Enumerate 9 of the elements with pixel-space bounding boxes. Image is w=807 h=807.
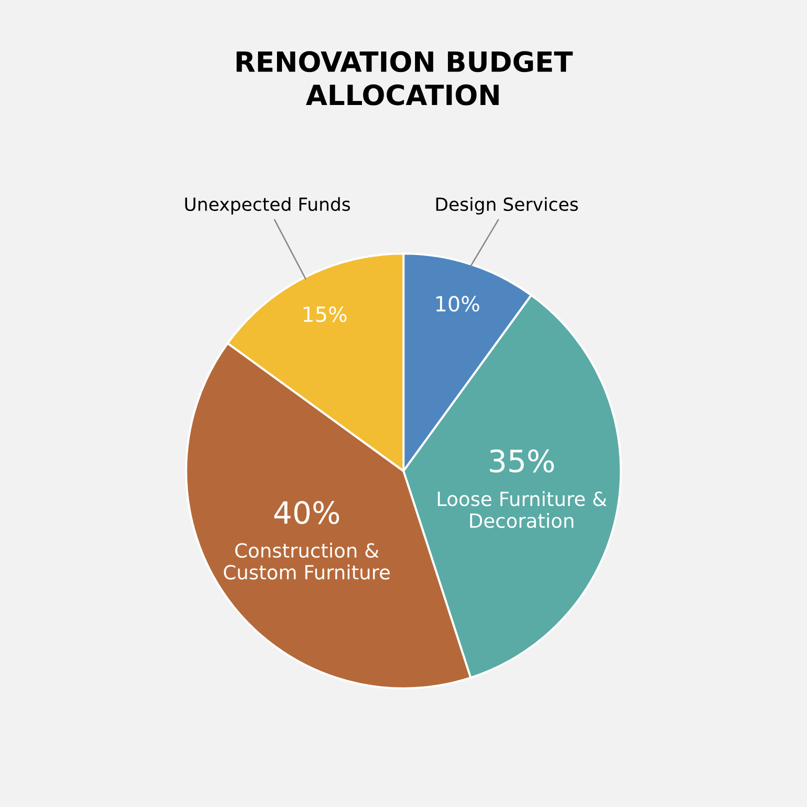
data-label: 10%: [436, 296, 480, 312]
slice-label: Unexpected Funds: [185, 197, 350, 215]
data-label: 35%: [490, 449, 554, 473]
data-label: 15%: [304, 306, 347, 322]
data-label: 40%: [274, 500, 340, 524]
slice-label: Loose Furniture & Decoration: [438, 491, 607, 528]
slice-label: Construction & Custom Furniture: [224, 542, 390, 580]
chart-title: RENOVATION BUDGET ALLOCATION: [236, 51, 573, 106]
slice-label: Design Services: [436, 197, 578, 215]
